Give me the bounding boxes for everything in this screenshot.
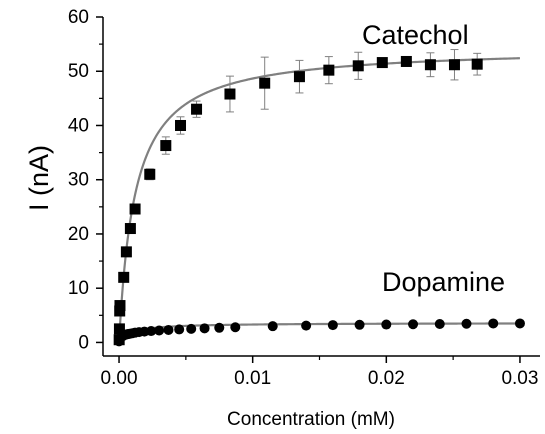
dopamine-point-26 — [381, 319, 392, 330]
catechol-point-7 — [129, 203, 141, 215]
catechol-point-21 — [471, 58, 483, 70]
catechol-point-5 — [120, 246, 132, 258]
dopamine-point-27 — [408, 319, 419, 330]
y-tick-label-20: 20 — [68, 224, 89, 245]
catechol-point-8 — [144, 168, 156, 180]
axes: 0 10 20 30 40 50 60 0.00 0.01 0.02 0.03 — [68, 7, 540, 389]
catechol-point-19 — [424, 59, 436, 71]
dopamine-point-16 — [163, 324, 174, 335]
fit-curve-catechol — [117, 57, 520, 343]
dopamine-point-23 — [301, 320, 312, 331]
catechol-point-14 — [293, 71, 305, 83]
x-tick-label-0: 0.00 — [101, 368, 138, 389]
dopamine-point-30 — [488, 318, 499, 329]
plot-area — [113, 49, 525, 347]
catechol-point-6 — [124, 223, 136, 235]
y-tick-label-0: 0 — [78, 332, 89, 353]
dopamine-point-24 — [327, 320, 338, 331]
catechol-point-10 — [175, 119, 187, 131]
catechol-point-1 — [113, 323, 125, 335]
x-tick-label-1: 0.01 — [234, 368, 271, 389]
catechol-point-13 — [259, 77, 271, 89]
dopamine-point-31 — [514, 318, 525, 329]
catechol-point-15 — [323, 64, 335, 76]
dopamine-point-18 — [186, 323, 197, 334]
y-tick-label-50: 50 — [68, 61, 89, 82]
series-label-catechol: Catechol — [362, 20, 469, 50]
dopamine-point-28 — [434, 318, 445, 329]
dopamine-point-21 — [230, 322, 241, 333]
dopamine-point-15 — [154, 325, 165, 336]
dopamine-point-14 — [146, 326, 157, 337]
dopamine-point-17 — [174, 324, 185, 335]
dopamine-point-20 — [214, 322, 225, 333]
y-tick-label-30: 30 — [68, 170, 89, 191]
catechol-point-4 — [118, 271, 130, 283]
y-tick-label-10: 10 — [68, 278, 89, 299]
catechol-point-18 — [400, 55, 412, 67]
x-axis-title: Concentration (mM) — [227, 409, 395, 430]
catechol-point-9 — [160, 140, 172, 152]
catechol-point-12 — [224, 88, 236, 100]
dopamine-point-22 — [267, 321, 278, 332]
catechol-point-20 — [448, 59, 460, 71]
catechol-point-3 — [114, 300, 126, 312]
dopamine-point-29 — [461, 318, 472, 329]
y-axis-title: I (nA) — [24, 145, 54, 211]
dopamine-point-19 — [199, 323, 210, 334]
dopamine-point-25 — [354, 319, 365, 330]
series-label-dopamine: Dopamine — [382, 267, 505, 297]
catechol-point-17 — [376, 57, 388, 69]
catechol-point-16 — [352, 60, 364, 72]
x-tick-label-2: 0.02 — [368, 368, 405, 389]
x-tick-label-3: 0.03 — [501, 368, 538, 389]
y-tick-label-60: 60 — [68, 7, 89, 28]
y-tick-label-40: 40 — [68, 115, 89, 136]
catechol-point-11 — [191, 103, 203, 115]
